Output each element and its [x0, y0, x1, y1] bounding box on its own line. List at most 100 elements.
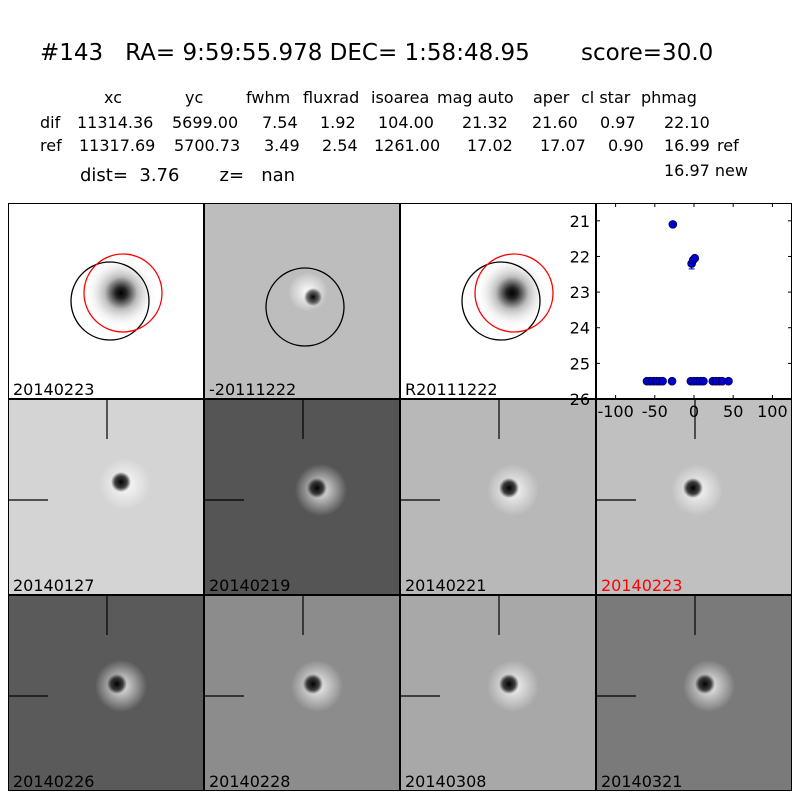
stamp-image [205, 596, 343, 712]
x-tick-label: 50 [723, 402, 743, 421]
residual-dark [307, 478, 327, 498]
data-point [668, 220, 678, 229]
stamp-panel[interactable]: 20140321 [596, 595, 792, 791]
stamp-label: 20140219 [209, 576, 291, 595]
data-point [667, 376, 677, 386]
page-title: #143 RA= 9:59:55.978 DEC= 1:58:48.95 sco… [40, 40, 713, 66]
cell: 5700.73 [174, 136, 241, 155]
residual-dark [111, 472, 131, 492]
residual-dark [303, 674, 323, 694]
cell: 0.97 [600, 113, 636, 132]
stamp-label: 20140228 [209, 772, 291, 791]
stamp-image [401, 400, 539, 516]
stamp-image [205, 400, 347, 516]
residual-dark [304, 288, 322, 306]
x-tick-label: -100 [597, 402, 633, 421]
cell: 3.49 [264, 136, 300, 155]
red-aperture-circle [474, 253, 554, 333]
data-point [658, 376, 667, 386]
cell: 1261.00 [374, 136, 441, 155]
col-header: fwhm [246, 88, 291, 107]
plot-frame [596, 203, 792, 399]
stamp-panel[interactable]: 20140308 [400, 595, 596, 791]
stamp-label: 20140223 [13, 380, 95, 399]
stamp-label: 20140308 [405, 772, 487, 791]
cell: 17.02 [467, 136, 513, 155]
cell: 104.00 [378, 113, 434, 132]
data-point [690, 253, 700, 263]
residual-dark [683, 478, 703, 498]
y-tick-label: 23 [570, 283, 590, 302]
candidate-id: #143 [40, 40, 104, 66]
stamp-image [265, 267, 345, 347]
col-header: xc [104, 88, 122, 107]
stamp-label: 20140226 [13, 772, 95, 791]
stamp-grid: 20140223 -20111222 R20111222 20140127 20… [8, 203, 792, 791]
residual-dark [499, 674, 519, 694]
cell: 11314.36 [77, 113, 154, 132]
score: score=30.0 [580, 40, 714, 66]
residual-dark [499, 478, 519, 498]
stamp-label: 20140321 [601, 772, 683, 791]
lightcurve-plot: 21 22 23 24 25 26 -100 -50 0 50 100 [570, 203, 792, 421]
stamp-image [597, 400, 723, 516]
col-header: isoarea [371, 88, 430, 107]
cell: 5699.00 [172, 113, 239, 132]
stamp-image [9, 596, 147, 712]
cell: 22.10 [664, 113, 710, 132]
cell: 11317.69 [79, 136, 156, 155]
stamp-panel[interactable]: 20140223 [8, 203, 204, 399]
z-value: z= nan [219, 165, 296, 186]
black-aperture-circle [265, 267, 345, 347]
dist-line: dist= 3.76 z= nan [80, 165, 295, 186]
stamp-image [597, 596, 735, 712]
cell: 17.07 [540, 136, 586, 155]
data-point [699, 376, 708, 386]
x-tick-label: 100 [757, 402, 788, 421]
cell: 16.99 [664, 136, 710, 155]
new-phmag: 16.97 new [664, 161, 748, 180]
stamp-panel[interactable]: 20140219 [204, 399, 400, 595]
stamp-panel[interactable]: R20111222 [400, 203, 596, 399]
cell: 21.32 [462, 113, 508, 132]
star-blob [476, 257, 548, 329]
residual-dark [107, 674, 127, 694]
row-label: dif [40, 113, 61, 132]
cell: 7.54 [262, 113, 298, 132]
red-aperture-circle [83, 253, 163, 333]
y-tick-label: 21 [570, 212, 590, 231]
stamp-label: 20140127 [13, 576, 95, 595]
cell: 1.92 [320, 113, 356, 132]
y-tick-label: 26 [570, 390, 590, 409]
stamp-panel[interactable]: 20140221 [400, 399, 596, 595]
black-aperture-circle [461, 261, 541, 341]
cell: 0.90 [608, 136, 644, 155]
col-header: yc [185, 88, 204, 107]
row-label: ref [40, 136, 62, 155]
stamp-panel[interactable]: 20140228 [204, 595, 400, 791]
y-tick-label: 22 [570, 247, 590, 266]
stamp-panel[interactable]: 20140223 [596, 399, 792, 595]
stamp-image [401, 596, 539, 712]
cell: 2.54 [322, 136, 358, 155]
stamp-image [70, 253, 163, 341]
stamp-label: -20111222 [209, 380, 297, 399]
x-tick-label: -50 [642, 402, 668, 421]
col-header: mag auto [437, 88, 514, 107]
y-tick-label: 24 [570, 319, 590, 338]
stamp-image [461, 253, 554, 341]
cell: 21.60 [532, 113, 578, 132]
stamp-label: 20140223 [601, 576, 683, 595]
data-point [724, 376, 733, 386]
lightcurve-svg: 21 22 23 24 25 26 -100 -50 0 50 100 [570, 203, 792, 421]
stamp-label: 20140221 [405, 576, 487, 595]
x-tick-label: 0 [689, 402, 699, 421]
y-tick-label: 25 [570, 354, 590, 373]
star-blob [85, 257, 157, 329]
stamp-panel[interactable]: 20140226 [8, 595, 204, 791]
stamp-panel[interactable]: 20140127 [8, 399, 204, 595]
stamp-label: R20111222 [405, 380, 498, 399]
stamp-panel[interactable]: -20111222 [204, 203, 400, 399]
ra-dec: RA= 9:59:55.978 DEC= 1:58:48.95 [125, 40, 530, 66]
col-header: aper [533, 88, 570, 107]
